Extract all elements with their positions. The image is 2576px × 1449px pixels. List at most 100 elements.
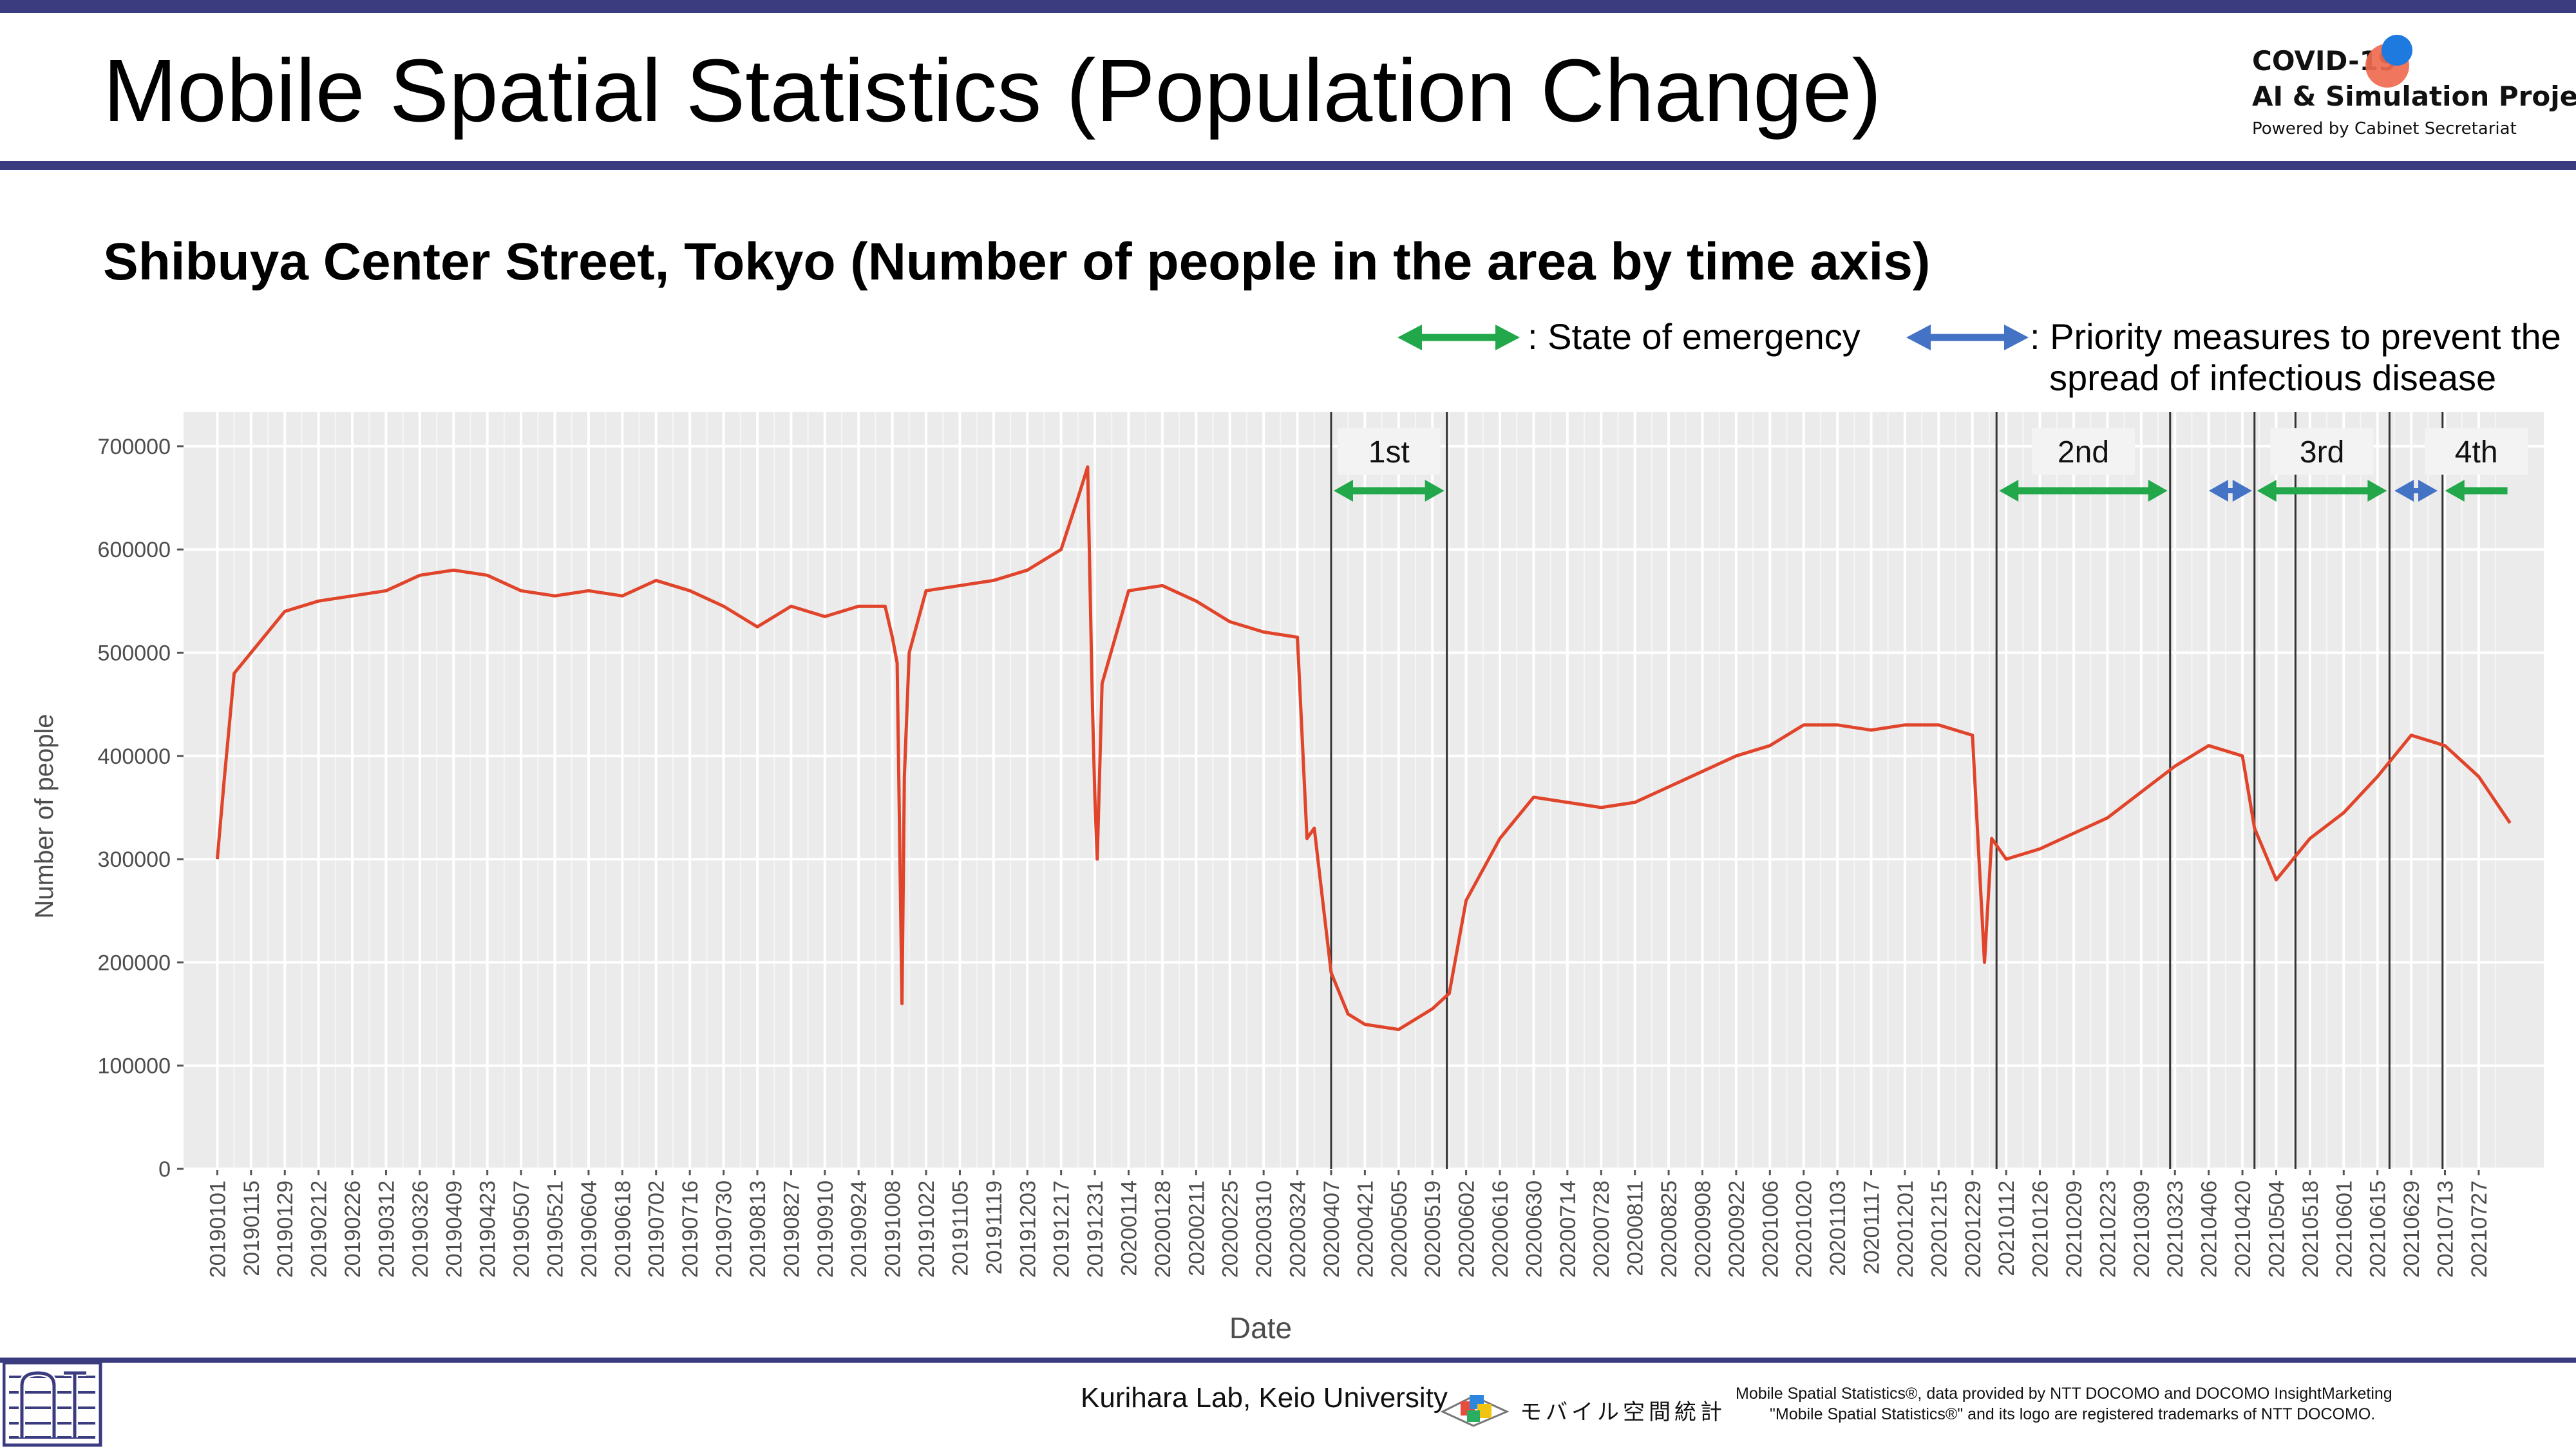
x-tick-label: 20200310	[1252, 1180, 1276, 1278]
period-arrow-head	[2232, 480, 2252, 502]
x-tick-label: 20201103	[1826, 1180, 1850, 1276]
x-tick-label: 20210615	[2366, 1180, 2391, 1278]
period-label-box	[2425, 428, 2528, 475]
x-tick-label: 20190716	[678, 1180, 703, 1278]
x-tick-label: 20190326	[408, 1180, 433, 1278]
x-tick-label: 20190423	[476, 1180, 500, 1278]
x-tick-label: 20191119	[982, 1180, 1007, 1274]
x-tick-label: 20190226	[341, 1180, 365, 1278]
keio-lab-logo-icon	[3, 1361, 102, 1447]
period-label-box	[2031, 428, 2135, 475]
period-arrow-head	[2148, 480, 2168, 502]
period-arrow-head	[1425, 480, 1444, 502]
period-label: 3rd	[2300, 435, 2344, 469]
x-tick-label: 20200616	[1488, 1180, 1513, 1278]
x-tick-label: 20191217	[1050, 1180, 1074, 1278]
x-tick-label: 20200922	[1725, 1180, 1749, 1278]
x-tick-label: 20210601	[2332, 1180, 2356, 1278]
x-tick-label: 20190618	[611, 1180, 635, 1278]
legend-priority-label-2: spread of infectious disease	[2049, 357, 2497, 398]
x-tick-label: 20210209	[2062, 1180, 2087, 1278]
x-tick-label: 20210323	[2163, 1180, 2188, 1278]
x-tick-label: 20190813	[746, 1180, 770, 1278]
x-tick-label: 20191008	[881, 1180, 905, 1278]
period-arrow-head	[2367, 480, 2387, 502]
period-label: 4th	[2455, 435, 2498, 469]
x-tick-label: 20210223	[2096, 1180, 2120, 1278]
x-tick-label: 20210406	[2197, 1180, 2222, 1278]
x-tick-label: 20190312	[374, 1180, 399, 1278]
y-tick-label: 700000	[98, 435, 171, 459]
x-tick-label: 20200324	[1286, 1180, 1311, 1278]
population-chart: 20190101 20190115 20190129 20190212 20190226…	[30, 412, 2544, 1345]
x-tick-label: 20210112	[1994, 1180, 2019, 1276]
x-tick-label: 20210727	[2467, 1180, 2492, 1278]
x-tick-label: 20210713	[2434, 1180, 2458, 1278]
x-tick-label: 20190827	[779, 1180, 804, 1278]
top-accent-bar	[0, 0, 2576, 13]
period-label: 1st	[1368, 435, 1410, 469]
x-tick-label: 20190521	[544, 1180, 568, 1278]
x-tick-label: 20190702	[645, 1180, 669, 1278]
x-tick-label: 20201215	[1927, 1180, 1951, 1278]
y-tick-label: 200000	[98, 951, 171, 975]
x-tick-label: 20201020	[1792, 1180, 1817, 1278]
x-tick-label: 20200714	[1556, 1180, 1580, 1278]
period-arrow-head	[2445, 480, 2465, 502]
x-tick-label: 20190730	[712, 1180, 737, 1278]
footer-note-2: "Mobile Spatial Statistics®" and its log…	[1770, 1405, 2376, 1423]
mobile-stats-cube-icon	[1440, 1395, 1510, 1427]
x-tick-label: 20200602	[1455, 1180, 1479, 1278]
y-tick-label: 500000	[98, 641, 171, 665]
legend-emergency-arrow-icon	[1397, 325, 1520, 350]
x-tick-label: 20200519	[1421, 1180, 1445, 1278]
logo-project: AI & Simulation Project	[2252, 80, 2576, 112]
x-tick-label: 20191022	[914, 1180, 939, 1278]
x-tick-label: 20200825	[1657, 1180, 1681, 1278]
x-tick-label: 20200630	[1522, 1180, 1546, 1278]
x-tick-label: 20201117	[1860, 1180, 1884, 1274]
x-tick-label: 20210126	[2029, 1180, 2053, 1278]
x-tick-label: 20200407	[1320, 1180, 1344, 1278]
x-tick-label: 20190910	[813, 1180, 838, 1278]
x-tick-label: 20190212	[307, 1180, 332, 1278]
x-tick-label: 20190101	[205, 1180, 230, 1278]
x-tick-label: 20210504	[2264, 1180, 2289, 1278]
period-label: 2nd	[2058, 435, 2109, 469]
x-tick-label: 20190604	[577, 1180, 601, 1278]
x-tick-label: 20200114	[1117, 1180, 1141, 1276]
x-tick-label: 20191105	[948, 1180, 972, 1276]
x-tick-label: 20191203	[1016, 1180, 1040, 1278]
x-tick-label: 20190409	[442, 1180, 466, 1278]
population-line	[215, 465, 2512, 1032]
period-label-box	[2270, 428, 2374, 475]
x-tick-label: 20201006	[1758, 1180, 1783, 1278]
x-tick-label: 20210629	[2400, 1180, 2424, 1278]
period-arrow-head	[2394, 480, 2414, 502]
x-tick-label: 20200908	[1690, 1180, 1715, 1278]
footer-note-1: Mobile Spatial Statistics®, data provide…	[1736, 1385, 2392, 1403]
x-tick-label: 20190129	[273, 1180, 298, 1278]
period-arrow-head	[2208, 480, 2228, 502]
x-tick-label: 20210518	[2298, 1180, 2323, 1278]
period-arrow-head	[2418, 480, 2438, 502]
slide-title: Mobile Spatial Statistics (Population Ch…	[103, 41, 1882, 140]
covid-logo-icon	[2365, 35, 2412, 88]
x-tick-label: 20200811	[1624, 1180, 1648, 1276]
y-tick-label: 300000	[98, 848, 171, 872]
x-tick-label: 20200211	[1184, 1180, 1209, 1276]
x-tick-label: 20201229	[1961, 1180, 1985, 1278]
x-tick-label: 20200225	[1218, 1180, 1243, 1278]
legend-emergency-label: : State of emergency	[1528, 316, 1861, 357]
y-tick-label: 0	[158, 1157, 171, 1182]
footer-rule	[0, 1358, 2576, 1363]
x-tick-label: 20200421	[1353, 1180, 1378, 1278]
x-axis-title: Date	[1229, 1311, 1292, 1345]
footer-lab-name: Kurihara Lab, Keio University	[1081, 1382, 1448, 1414]
y-tick-label: 400000	[98, 744, 171, 769]
x-tick-label: 20190924	[847, 1180, 871, 1278]
footer-mobile-stats-logo: モバイル空間統計	[1520, 1399, 1726, 1425]
x-tick-label: 20190507	[509, 1180, 534, 1278]
x-tick-label: 20200128	[1151, 1180, 1175, 1278]
x-tick-label: 20200728	[1589, 1180, 1614, 1278]
